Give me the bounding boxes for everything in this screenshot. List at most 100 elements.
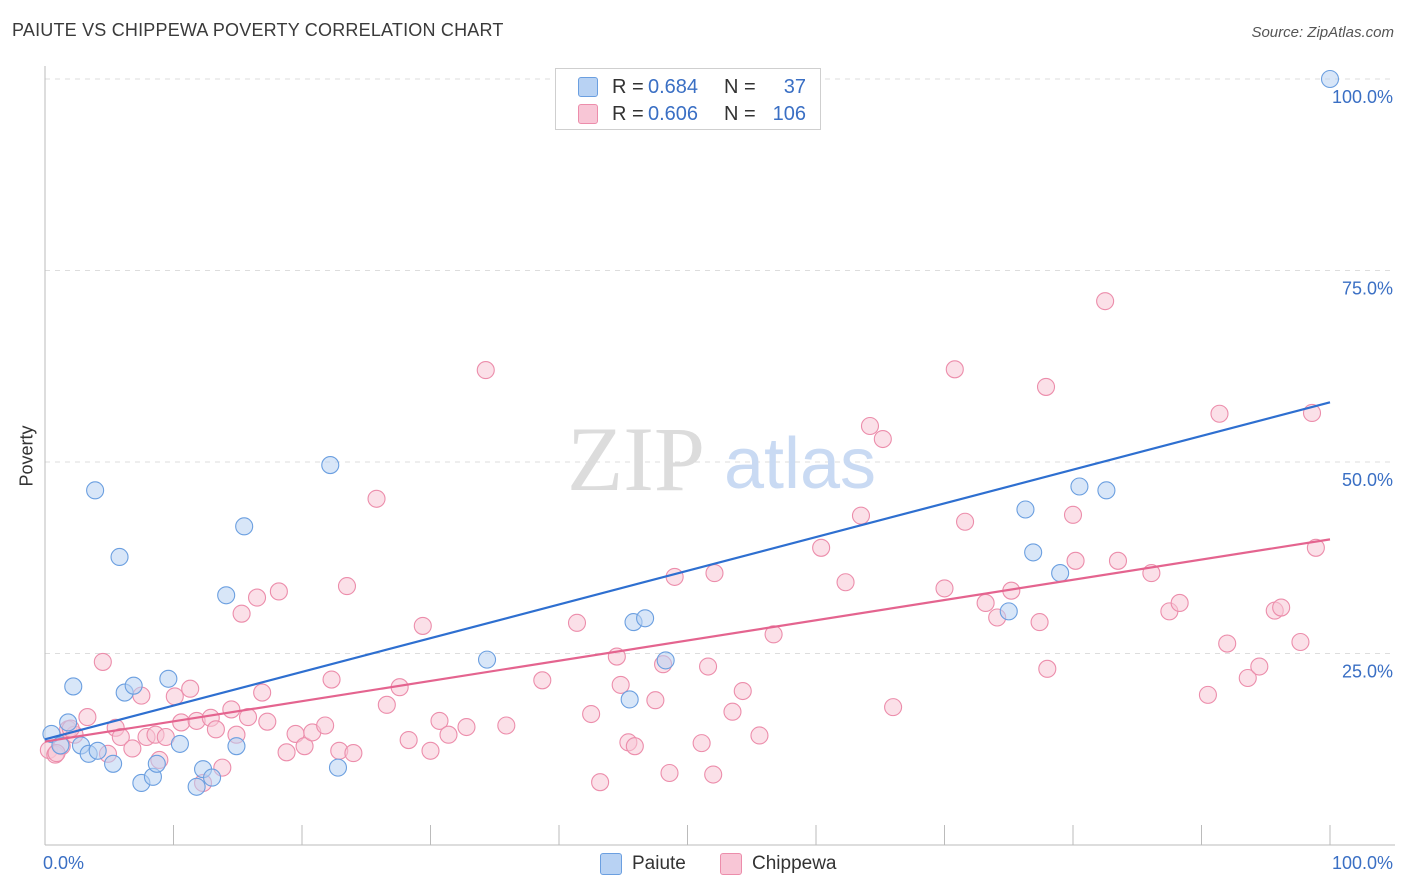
chippewa-point: [123, 739, 142, 758]
chippewa-point: [935, 579, 954, 598]
x-tick-label: 0.0%: [43, 853, 84, 873]
paiute-point: [51, 736, 70, 755]
chippewa-point: [1063, 505, 1083, 524]
chippewa-point: [836, 573, 855, 592]
chippewa-point: [692, 734, 711, 753]
paiute-point: [1097, 481, 1116, 500]
paiute-point: [88, 741, 107, 760]
y-tick-label: 100.0%: [1332, 87, 1393, 107]
chippewa-point: [611, 675, 630, 694]
bottom-legend-chippewa: Chippewa: [720, 852, 837, 876]
chippewa-point: [206, 720, 225, 739]
chippewa-point: [258, 712, 277, 731]
chippewa-point: [497, 716, 516, 735]
paiute-point: [1070, 477, 1089, 496]
chippewa-point: [956, 512, 975, 531]
paiute-point: [227, 737, 246, 756]
bottom-legend-paiute: Paiute: [600, 852, 686, 876]
chippewa-point: [851, 506, 871, 525]
legend-n-label: N =: [724, 75, 756, 98]
chippewa-point: [812, 538, 831, 557]
chippewa-point: [421, 741, 440, 760]
chippewa-point: [723, 702, 742, 721]
paiute-point: [170, 734, 189, 753]
paiute-point: [217, 586, 236, 605]
chippewa-point: [733, 681, 752, 701]
chippewa-point: [704, 765, 723, 784]
chippewa-point: [367, 489, 386, 508]
paiute-legend-label: Paiute: [632, 853, 686, 874]
chippewa-point: [1218, 634, 1237, 653]
y-tick-label: 50.0%: [1342, 470, 1393, 490]
correlation-legend: R = 0.684 N = 37 R = 0.606 N = 106: [555, 68, 821, 130]
paiute-point: [477, 650, 497, 669]
x-tick-label: 100.0%: [1332, 853, 1393, 873]
watermark-atlas: atlas: [724, 424, 876, 504]
chippewa-point: [660, 763, 679, 783]
chippewa-legend-label: Chippewa: [752, 853, 837, 874]
chippewa-point: [1108, 551, 1128, 570]
paiute-point: [321, 456, 340, 475]
chippewa-point: [322, 670, 341, 689]
chippewa-point: [1306, 538, 1325, 557]
chippewa-point: [269, 582, 288, 601]
legend-r-label: R =: [612, 102, 644, 125]
chippewa-point: [93, 652, 112, 671]
paiute-swatch: [578, 77, 598, 97]
chippewa-point: [277, 743, 296, 762]
paiute-point: [147, 754, 166, 773]
chippewa-point: [295, 737, 314, 756]
chippewa-point: [172, 713, 191, 732]
paiute-point: [656, 651, 675, 670]
chippewa-point: [253, 683, 272, 702]
chippewa-points: [39, 292, 1325, 793]
grid-lines: [45, 78, 1395, 654]
chippewa-point: [337, 577, 357, 596]
chippewa-point: [884, 698, 903, 717]
paiute-point: [235, 517, 254, 536]
chippewa-swatch: [578, 104, 598, 124]
paiute-point: [328, 758, 348, 777]
legend-n-value: 37: [783, 75, 806, 98]
paiute-point: [64, 677, 83, 696]
chippewa-point: [165, 687, 184, 706]
chippewa-point: [1030, 613, 1049, 632]
chippewa-point: [750, 726, 769, 745]
paiute-point: [999, 602, 1018, 621]
chippewa-point: [181, 679, 200, 698]
chippewa-point: [399, 731, 418, 750]
chippewa-point: [976, 593, 995, 612]
paiute-point: [86, 481, 105, 500]
axes: [44, 66, 1395, 846]
source-label: Source: ZipAtlas.com: [1251, 24, 1394, 41]
paiute-point: [1051, 564, 1070, 583]
paiute-legend-swatch: [600, 853, 622, 875]
trend-lines: [44, 401, 1331, 743]
chippewa-point: [1170, 593, 1189, 612]
chippewa-point: [413, 616, 432, 635]
paiute-point: [104, 754, 123, 773]
chippewa-point: [533, 671, 552, 690]
chippewa-point: [476, 361, 495, 380]
chippewa-point: [1210, 404, 1229, 423]
chippewa-point: [78, 708, 97, 727]
legend-r-value: 0.684: [648, 75, 699, 98]
chippewa-point: [1238, 668, 1257, 688]
chippewa-point: [377, 695, 396, 714]
paiute-point: [620, 690, 639, 709]
chippewa-point: [1291, 632, 1310, 652]
chippewa-point: [1038, 659, 1057, 678]
chippewa-point: [699, 657, 718, 676]
paiute-point: [187, 777, 206, 796]
chippewa-point: [247, 588, 267, 607]
chippewa-point: [430, 711, 449, 730]
chippewa-point: [457, 717, 476, 737]
watermark-zip: ZIP: [567, 408, 705, 510]
chippewa-point: [1036, 377, 1056, 396]
legend-n-label: N =: [724, 102, 756, 125]
paiute-point: [203, 768, 222, 787]
chippewa-point: [439, 725, 458, 744]
paiute-point: [59, 713, 78, 732]
legend-n-value: 106: [772, 102, 806, 125]
paiute-trend-line: [44, 401, 1331, 741]
